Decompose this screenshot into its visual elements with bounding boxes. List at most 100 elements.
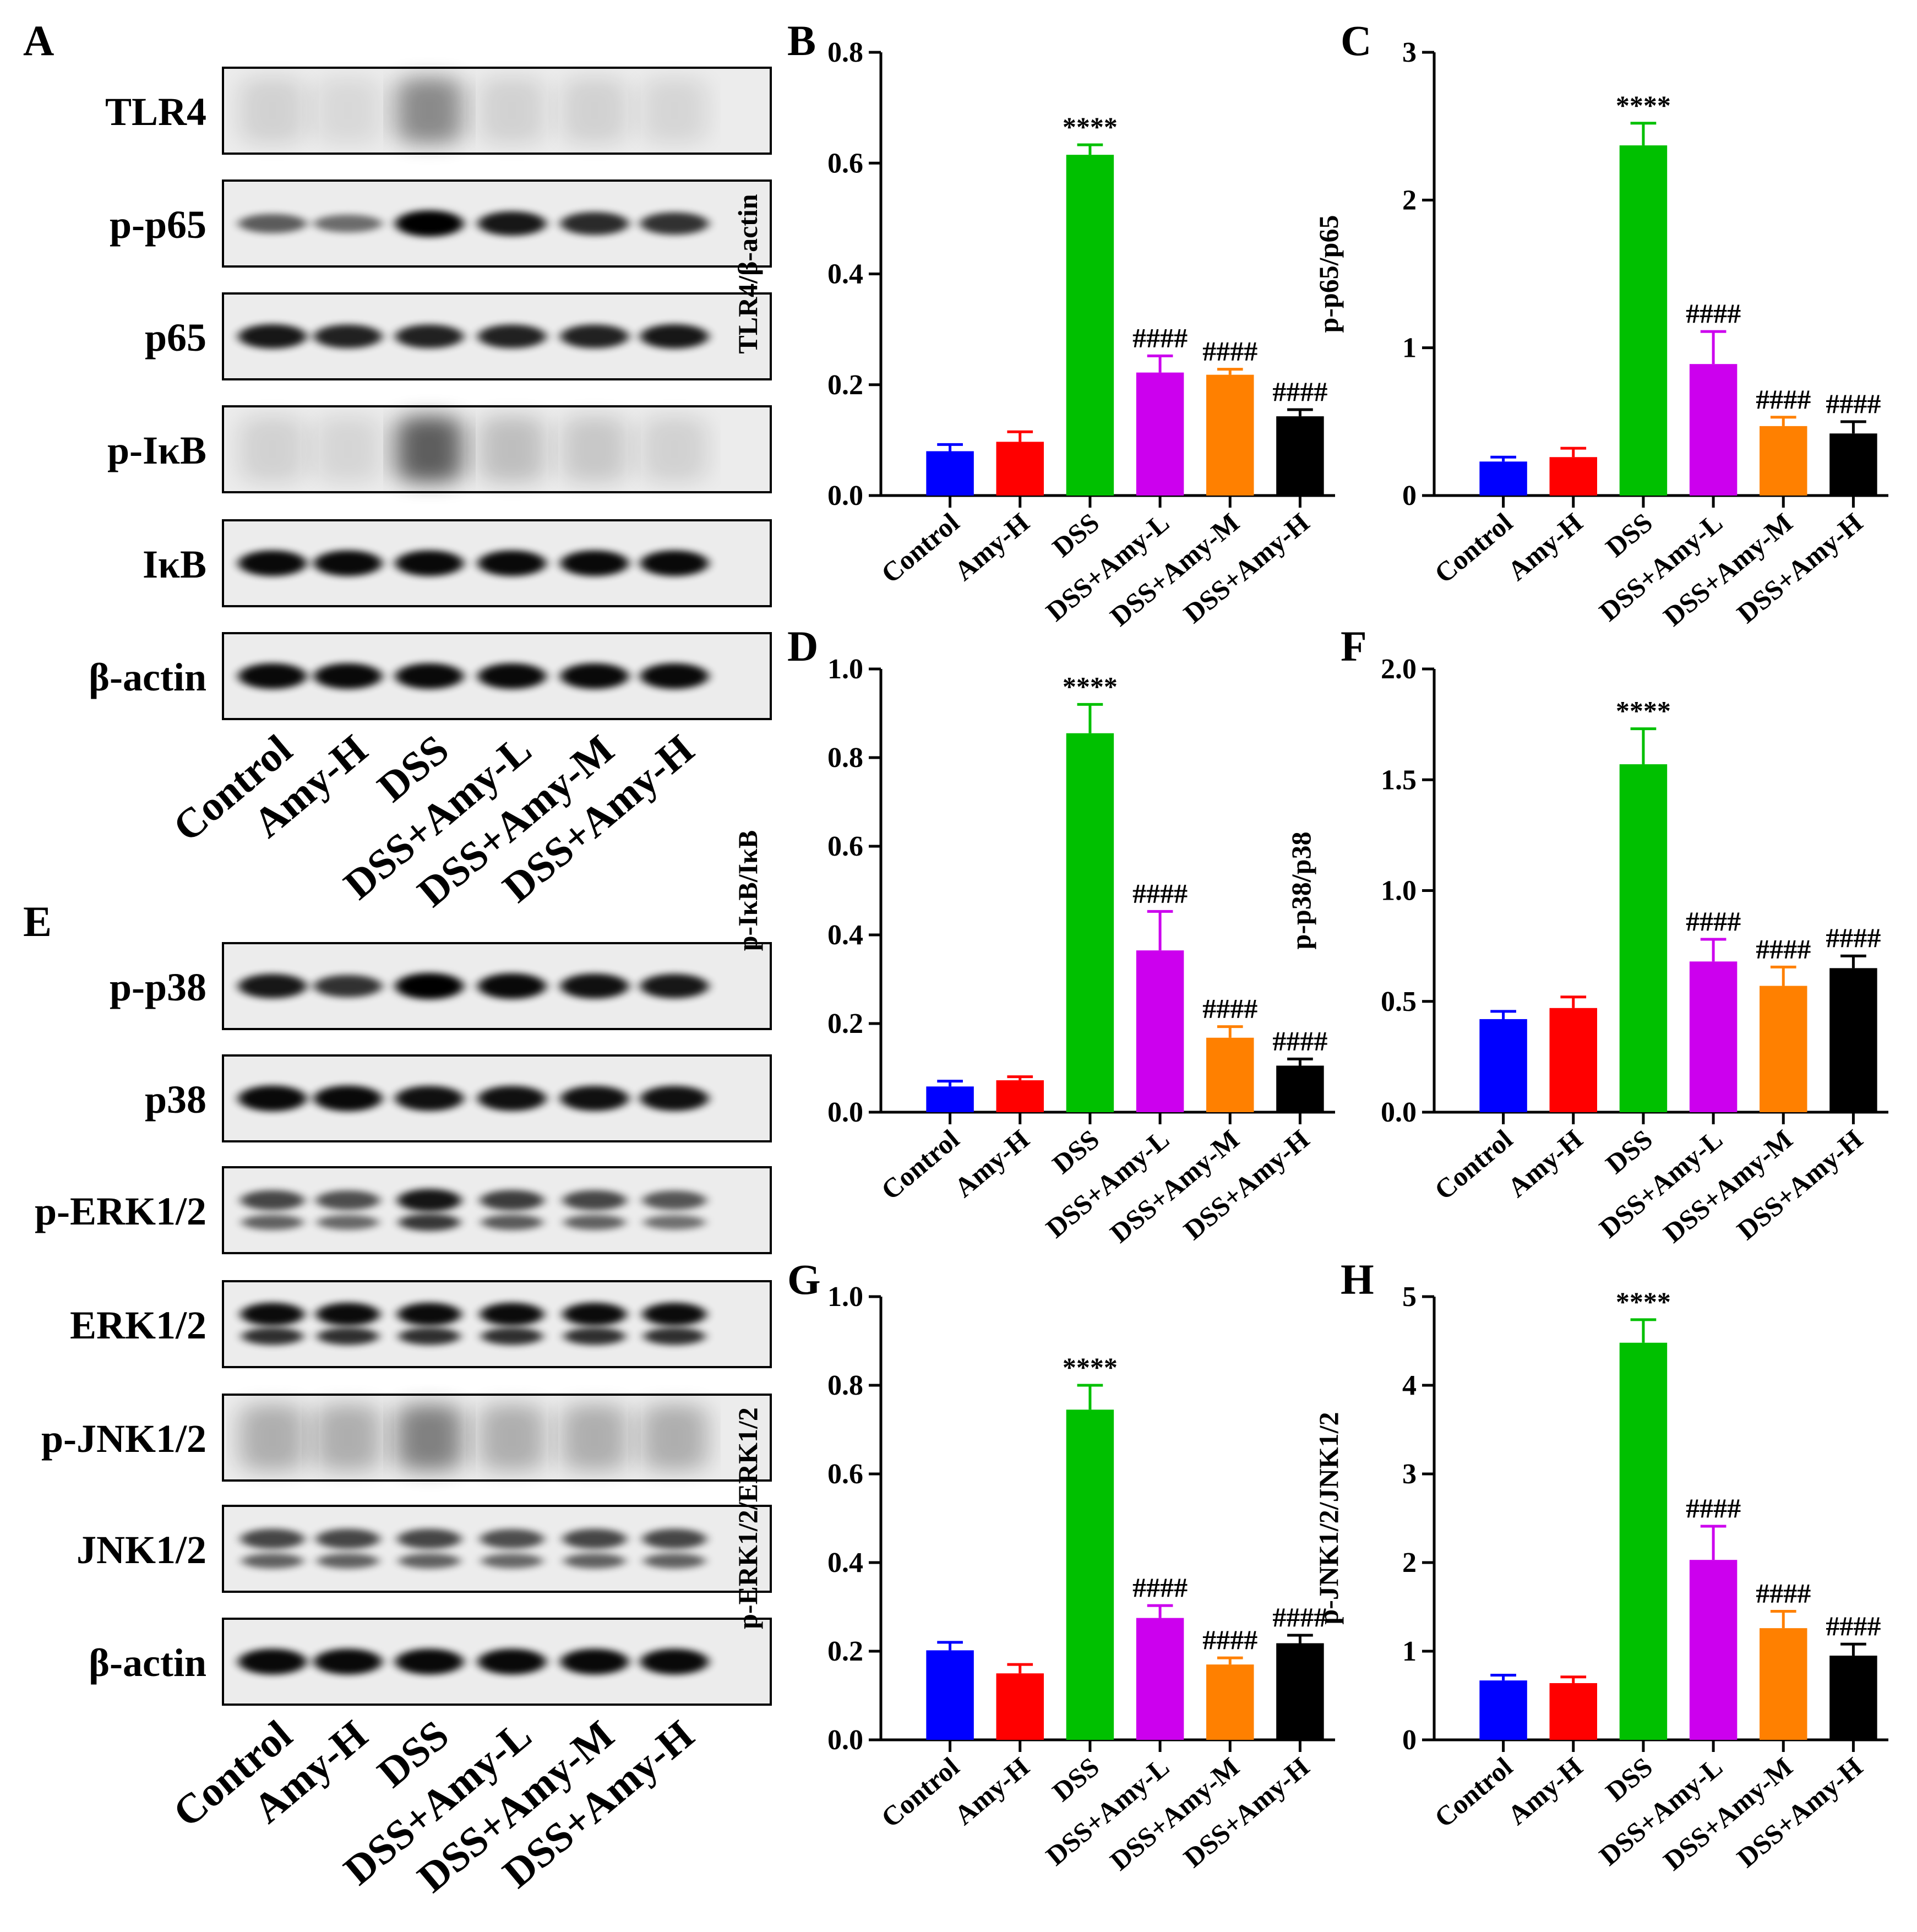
blot-band [315, 1405, 381, 1471]
blot-band [238, 550, 307, 576]
blot-band [314, 1648, 382, 1675]
blot-band [478, 973, 546, 999]
blot-band-lower [242, 1553, 303, 1569]
blot-row-p-p65-nfkb: p-p65 [110, 179, 772, 268]
blot-band [560, 973, 629, 999]
blot-band [640, 663, 709, 689]
y-tick-label: 3 [1402, 37, 1417, 68]
bar-dss-amy-h [1276, 416, 1324, 496]
blot-band-upper [480, 1190, 544, 1211]
blot-label: p-p65 [110, 203, 206, 247]
bar-dss-amy-m [1760, 426, 1807, 496]
blot-band-upper [316, 1190, 380, 1210]
y-tick-label: 0.5 [1381, 986, 1417, 1017]
blot-band [478, 1086, 546, 1111]
blot-band-upper [241, 1190, 304, 1211]
bar-amy-h [996, 442, 1044, 496]
y-tick-label: 1 [1402, 1636, 1417, 1667]
blot-label: p-JNK1/2 [41, 1417, 206, 1461]
y-tick-label: 0.6 [827, 148, 863, 179]
blot-band [238, 1648, 307, 1675]
blot-band-upper [397, 1303, 461, 1326]
bar-dss-amy-m [1206, 1037, 1254, 1112]
blot-band-lower [399, 1327, 460, 1345]
blot-band-lower [644, 1327, 705, 1345]
y-tick-label: 0.8 [827, 37, 863, 68]
panel-letter: B [787, 17, 816, 64]
significance-label: #### [1272, 376, 1327, 407]
blot-label: p38 [145, 1077, 206, 1122]
bar-dss-amy-l [1689, 961, 1738, 1112]
bar-dss-amy-h [1829, 1656, 1877, 1740]
significance-label: **** [1616, 695, 1671, 726]
bar-dss-amy-h [1829, 968, 1877, 1112]
blot-band [395, 1086, 464, 1111]
y-tick-label: 2 [1402, 1547, 1417, 1579]
y-tick-label: 0.0 [827, 1097, 863, 1128]
blot-band-upper [563, 1528, 627, 1549]
panel-letter: F [1341, 622, 1367, 670]
significance-label: #### [1756, 1578, 1811, 1609]
bar-dss-amy-l [1689, 364, 1738, 496]
blot-band [560, 212, 629, 235]
y-tick-label: 0.6 [827, 1458, 863, 1490]
bar-dss [1066, 1409, 1114, 1740]
blot-band-upper [642, 1303, 706, 1326]
bar-dss [1066, 155, 1114, 496]
y-tick-label: 0.0 [1381, 1097, 1417, 1128]
blot-row-i-b-nfkb: IκB [143, 519, 772, 607]
y-tick-label: 0.0 [827, 480, 863, 511]
blot-band [641, 1405, 707, 1471]
blot-band-lower [564, 1553, 625, 1569]
y-tick-label: 0 [1402, 480, 1417, 511]
y-tick-label: 1 [1402, 333, 1417, 364]
blot-band-lower [564, 1327, 625, 1345]
panel-letter: D [787, 622, 818, 670]
y-tick-label: 0.2 [827, 1636, 863, 1667]
y-tick-label: 0.8 [827, 1370, 863, 1401]
blot-band [239, 416, 306, 482]
blot-band-lower [242, 1327, 303, 1345]
blot-band [238, 324, 307, 349]
blot-band-lower [481, 1214, 543, 1231]
blot-band [315, 416, 381, 482]
blot-row-actin-nfkb: β-actin [89, 632, 772, 720]
bar-control [1479, 1680, 1527, 1740]
blot-band [238, 1085, 307, 1112]
blot-band [479, 1405, 545, 1471]
blot-band [641, 416, 707, 482]
blot-label: β-actin [89, 1641, 206, 1685]
blot-band-lower [481, 1553, 543, 1569]
blot-row-p-p38-mapk: p-p38 [110, 942, 772, 1030]
blot-band-upper [316, 1303, 380, 1326]
blot-band-lower [242, 1215, 303, 1230]
significance-label: #### [1826, 388, 1881, 419]
blot-band [395, 210, 464, 237]
blot-band [314, 324, 382, 349]
significance-label: **** [1063, 111, 1118, 142]
bar-dss [1619, 1342, 1668, 1740]
significance-label: #### [1132, 1572, 1188, 1603]
significance-label: #### [1132, 878, 1188, 908]
y-tick-label: 0.0 [827, 1724, 863, 1756]
significance-label: #### [1202, 336, 1257, 367]
blot-band-lower [564, 1215, 625, 1230]
blot-band [640, 1648, 709, 1675]
blot-row-p-i-b-nfkb: p-IκB [107, 405, 772, 493]
blot-band-upper [642, 1528, 706, 1549]
y-tick-label: 3 [1402, 1458, 1417, 1490]
blot-row-p-jnk1-2-mapk: p-JNK1/2 [41, 1394, 772, 1482]
significance-label: #### [1202, 993, 1257, 1024]
blot-band [640, 1086, 709, 1111]
blot-label: p-p38 [110, 965, 206, 1009]
y-tick-label: 2.0 [1381, 654, 1417, 685]
bar-dss-amy-l [1689, 1560, 1738, 1740]
y-axis-label: TLR4/β-actin [732, 194, 763, 353]
y-axis-label: p-p38/p38 [1286, 832, 1316, 950]
bar-dss-amy-h [1276, 1643, 1324, 1740]
y-tick-label: 1.0 [827, 1281, 863, 1313]
blot-band [562, 416, 628, 482]
blot-label: TLR4 [105, 90, 206, 134]
blot-band [396, 78, 462, 144]
